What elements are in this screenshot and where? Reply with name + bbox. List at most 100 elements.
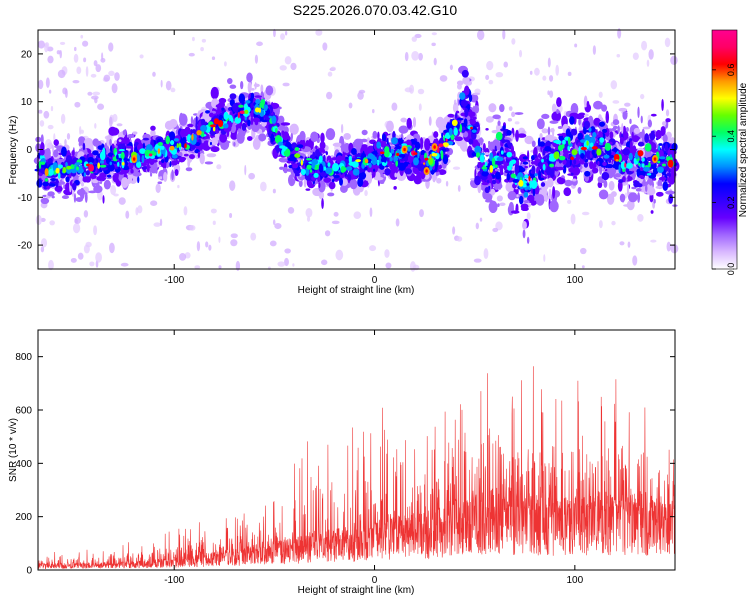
spectrogram-cell: [403, 161, 409, 167]
spectrogram-cell: [570, 213, 576, 225]
spectrogram-cell: [484, 187, 490, 194]
spectrogram-cell: [270, 133, 275, 143]
spectrogram-cell: [626, 183, 630, 197]
spectrogram-cell: [542, 163, 546, 171]
spectrogram-cell: [109, 161, 112, 166]
spectrogram-cell: [424, 138, 431, 151]
spectrogram-cell: [376, 141, 381, 149]
spectrogram-cell: [610, 80, 618, 90]
spectrogram-cell: [61, 146, 67, 157]
spectrogram-cell: [570, 156, 574, 161]
spectrogram-cell: [518, 195, 524, 205]
spectrogram-cell: [578, 145, 581, 155]
spectrogram-cell: [169, 145, 175, 151]
x-tick-label: -100: [164, 275, 184, 286]
spectrogram-cell: [389, 160, 393, 170]
spectrogram-cell: [661, 163, 666, 167]
spectrogram-cell: [66, 132, 71, 140]
spectrogram-cell: [581, 167, 587, 173]
spectrogram-cell: [541, 158, 544, 163]
spectrogram-cell: [670, 150, 675, 157]
spectrogram-cell: [625, 126, 629, 132]
spectrogram-cell: [522, 156, 528, 160]
spectrogram-cell: [291, 142, 298, 149]
spectrogram-cell: [471, 118, 476, 125]
spectrogram-cell: [372, 130, 378, 139]
spectrogram-cell: [212, 220, 216, 226]
spectrogram-cell: [646, 173, 652, 176]
spectrogram-cell: [250, 110, 254, 118]
spectrogram-cell: [185, 167, 193, 172]
spectrogram-cell: [111, 83, 118, 94]
spectrogram-cell: [305, 188, 311, 191]
spectrogram-cell: [499, 165, 504, 176]
spectrogram-cell: [615, 159, 619, 162]
spectrogram-cell: [324, 230, 331, 237]
spectrogram-cell: [425, 169, 428, 173]
spectrogram-cell: [209, 141, 212, 146]
spectrogram-cell: [547, 57, 551, 68]
spectrogram-cell: [254, 107, 260, 113]
spectrogram-cell: [361, 152, 367, 159]
spectrogram-cell: [485, 128, 489, 131]
spectrogram-cell: [452, 102, 459, 113]
spectrogram-cell: [284, 56, 292, 65]
spectrogram-cell: [664, 37, 671, 48]
spectrogram-cell: [492, 139, 501, 149]
spectrogram-cell: [495, 131, 503, 141]
spectrogram-cell: [506, 172, 511, 181]
spectrogram-cell: [506, 129, 512, 136]
spectrogram-cell: [461, 69, 469, 78]
spectrogram-cell: [666, 172, 670, 177]
spectrogram-cell: [183, 153, 189, 157]
spectrogram-cell: [205, 110, 210, 114]
spectrogram-cell: [586, 140, 589, 146]
spectrogram-cell: [244, 164, 247, 176]
spectrogram-cell: [428, 157, 434, 165]
spectrogram-cell: [304, 156, 308, 164]
spectrogram-cell: [583, 120, 590, 129]
spectrogram-cell: [515, 129, 519, 142]
spectrogram-cell: [38, 160, 42, 170]
spectrogram-cell: [573, 159, 577, 165]
spectrogram-cell: [223, 111, 229, 120]
spectrogram-cell: [196, 129, 202, 136]
spectrogram-cell: [653, 157, 657, 161]
spectrogram-cell: [190, 116, 194, 125]
spectrogram-cell: [516, 194, 519, 198]
spectrogram-cell: [352, 168, 360, 176]
spectrogram-cell: [230, 117, 234, 123]
spectrogram-cell: [641, 163, 645, 168]
spectrogram-cell: [491, 157, 496, 167]
spectrogram-cell: [320, 132, 325, 144]
spectrogram-cell: [404, 51, 409, 62]
spectrogram-cell: [555, 64, 559, 76]
spectrogram-cell: [411, 36, 417, 42]
spectrogram-cell: [419, 143, 423, 148]
spectrogram-cell: [586, 100, 590, 109]
spectrogram-cell: [538, 169, 542, 180]
spectrogram-cell: [40, 161, 46, 165]
spectrogram-cell: [300, 156, 304, 159]
spectrogram-cell: [473, 258, 482, 263]
spectrogram-cell: [164, 120, 174, 131]
spectrogram-cell: [315, 149, 320, 157]
spectrogram-cell: [54, 145, 62, 149]
spectrogram-cell: [479, 137, 483, 146]
spectrogram-cell: [72, 182, 77, 191]
spectrogram-cell: [531, 165, 536, 176]
spectrogram-cell: [616, 54, 621, 58]
spectrogram-cell: [459, 123, 463, 133]
spectrogram-cell: [184, 252, 191, 259]
spectrogram-cell: [489, 188, 496, 196]
spectrogram-cell: [191, 129, 197, 134]
spectrogram-cell: [327, 162, 331, 167]
spectrogram-cell: [544, 145, 552, 152]
spectrogram-cell: [66, 165, 72, 170]
spectrogram-cell: [306, 164, 312, 170]
spectrogram-cell: [511, 159, 517, 165]
spectrogram-cell: [173, 138, 180, 142]
spectrogram-cell: [391, 137, 398, 145]
spectrogram-cell: [247, 136, 253, 142]
spectrogram-cell: [149, 172, 153, 177]
